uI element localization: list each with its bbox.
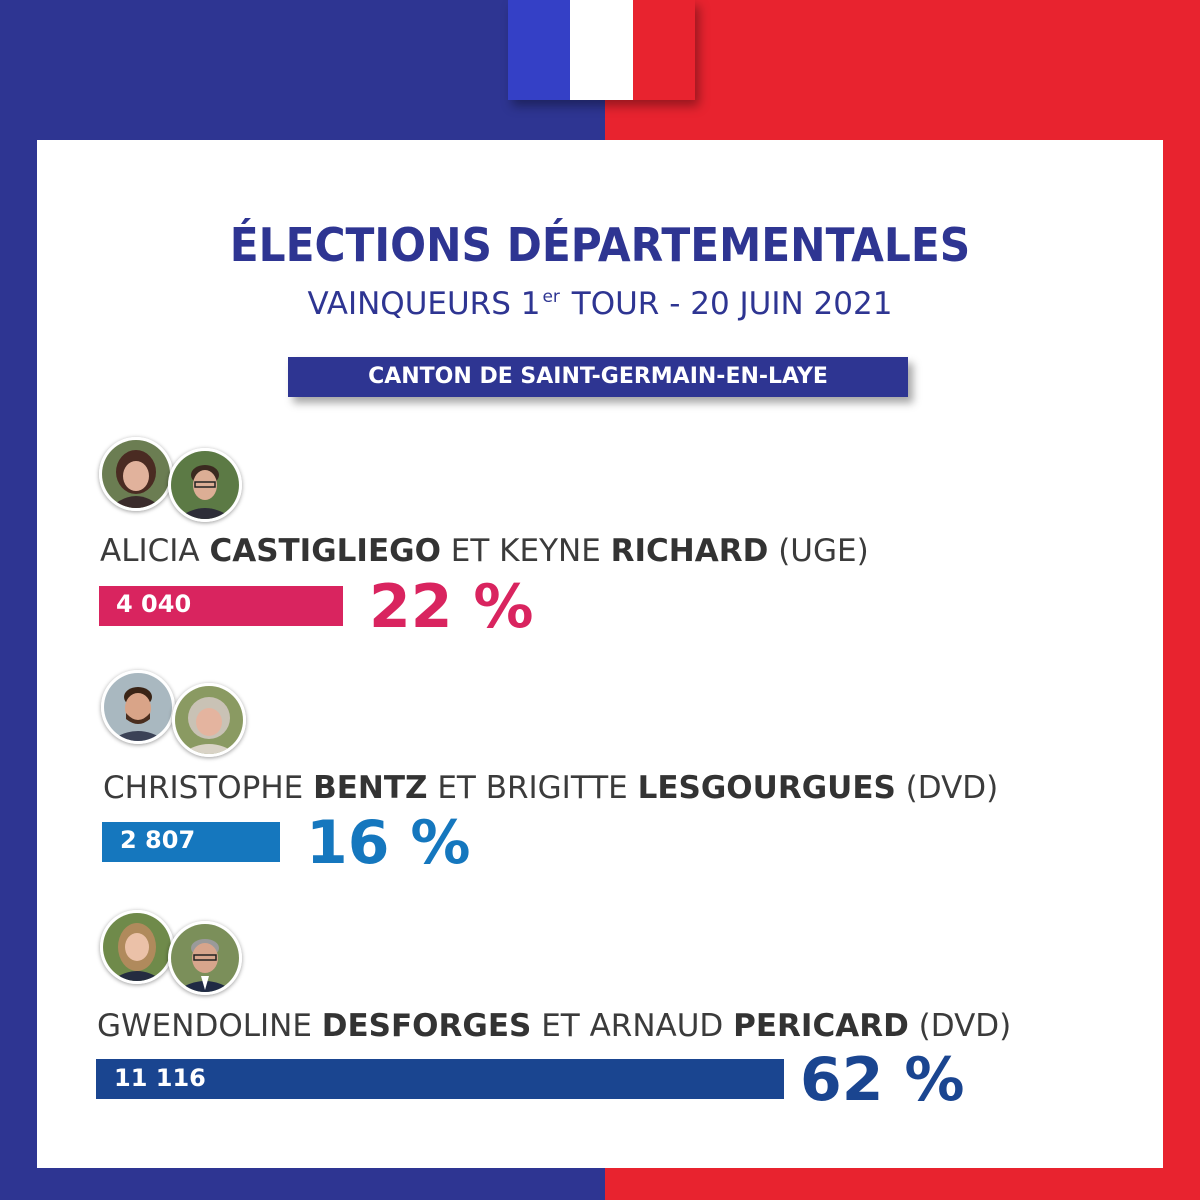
french-flag-icon bbox=[508, 0, 695, 100]
vote-count: 11 116 bbox=[114, 1064, 206, 1092]
candidate-last-name: BENTZ bbox=[313, 770, 428, 806]
avatar bbox=[99, 437, 173, 511]
woman-photo-icon bbox=[103, 913, 171, 981]
candidate-party: (DVD) bbox=[908, 1008, 1012, 1044]
candidate-first-name: GWENDOLINE bbox=[97, 1008, 322, 1044]
avatar bbox=[168, 448, 242, 522]
candidate-last-name: RICHARD bbox=[610, 533, 769, 569]
percent-label: 16 % bbox=[306, 808, 471, 878]
vote-bar bbox=[99, 586, 343, 626]
flag-blue-stripe bbox=[508, 0, 570, 100]
avatar bbox=[100, 910, 174, 984]
vote-count: 4 040 bbox=[116, 590, 192, 618]
subtitle-suffix: TOUR - 20 JUIN 2021 bbox=[561, 286, 893, 322]
man-photo-icon bbox=[171, 451, 239, 519]
candidate-last-name: DESFORGES bbox=[321, 1008, 532, 1044]
avatar bbox=[172, 683, 246, 757]
flag-white-stripe bbox=[570, 0, 633, 100]
candidate-names: GWENDOLINE DESFORGES ET ARNAUD PERICARD … bbox=[97, 1008, 1011, 1044]
candidate-last-name: PERICARD bbox=[733, 1008, 909, 1044]
avatar bbox=[168, 921, 242, 995]
flag-red-stripe bbox=[633, 0, 695, 100]
candidate-names: CHRISTOPHE BENTZ ET BRIGITTE LESGOURGUES… bbox=[103, 770, 998, 806]
candidate-conjunction: ET ARNAUD bbox=[531, 1008, 734, 1044]
canton-badge: CANTON DE SAINT-GERMAIN-EN-LAYE bbox=[288, 357, 908, 397]
man-photo-icon bbox=[104, 673, 172, 741]
candidate-conjunction: ET KEYNE bbox=[440, 533, 611, 569]
woman-photo-icon bbox=[175, 686, 243, 754]
man-photo-icon bbox=[171, 924, 239, 992]
subtitle-superscript: er bbox=[542, 287, 560, 307]
candidate-first-name: ALICIA bbox=[100, 533, 210, 569]
candidate-names: ALICIA CASTIGLIEGO ET KEYNE RICHARD (UGE… bbox=[100, 533, 869, 569]
vote-bar bbox=[96, 1059, 784, 1099]
vote-count: 2 807 bbox=[120, 826, 196, 854]
results-card bbox=[37, 140, 1163, 1168]
candidate-last-name: CASTIGLIEGO bbox=[209, 533, 441, 569]
page-title: ÉLECTIONS DÉPARTEMENTALES bbox=[229, 218, 971, 272]
candidate-party: (UGE) bbox=[768, 533, 869, 569]
candidate-last-name: LESGOURGUES bbox=[637, 770, 896, 806]
candidate-first-name: CHRISTOPHE bbox=[103, 770, 314, 806]
subtitle-prefix: VAINQUEURS 1 bbox=[307, 286, 541, 322]
vote-bar bbox=[102, 822, 280, 862]
avatar bbox=[101, 670, 175, 744]
woman-photo-icon bbox=[102, 440, 170, 508]
candidate-conjunction: ET BRIGITTE bbox=[427, 770, 638, 806]
candidate-party: (DVD) bbox=[895, 770, 999, 806]
percent-label: 62 % bbox=[800, 1045, 965, 1115]
page-subtitle: VAINQUEURS 1 er TOUR - 20 JUIN 2021 bbox=[0, 286, 1200, 322]
percent-label: 22 % bbox=[369, 572, 534, 642]
